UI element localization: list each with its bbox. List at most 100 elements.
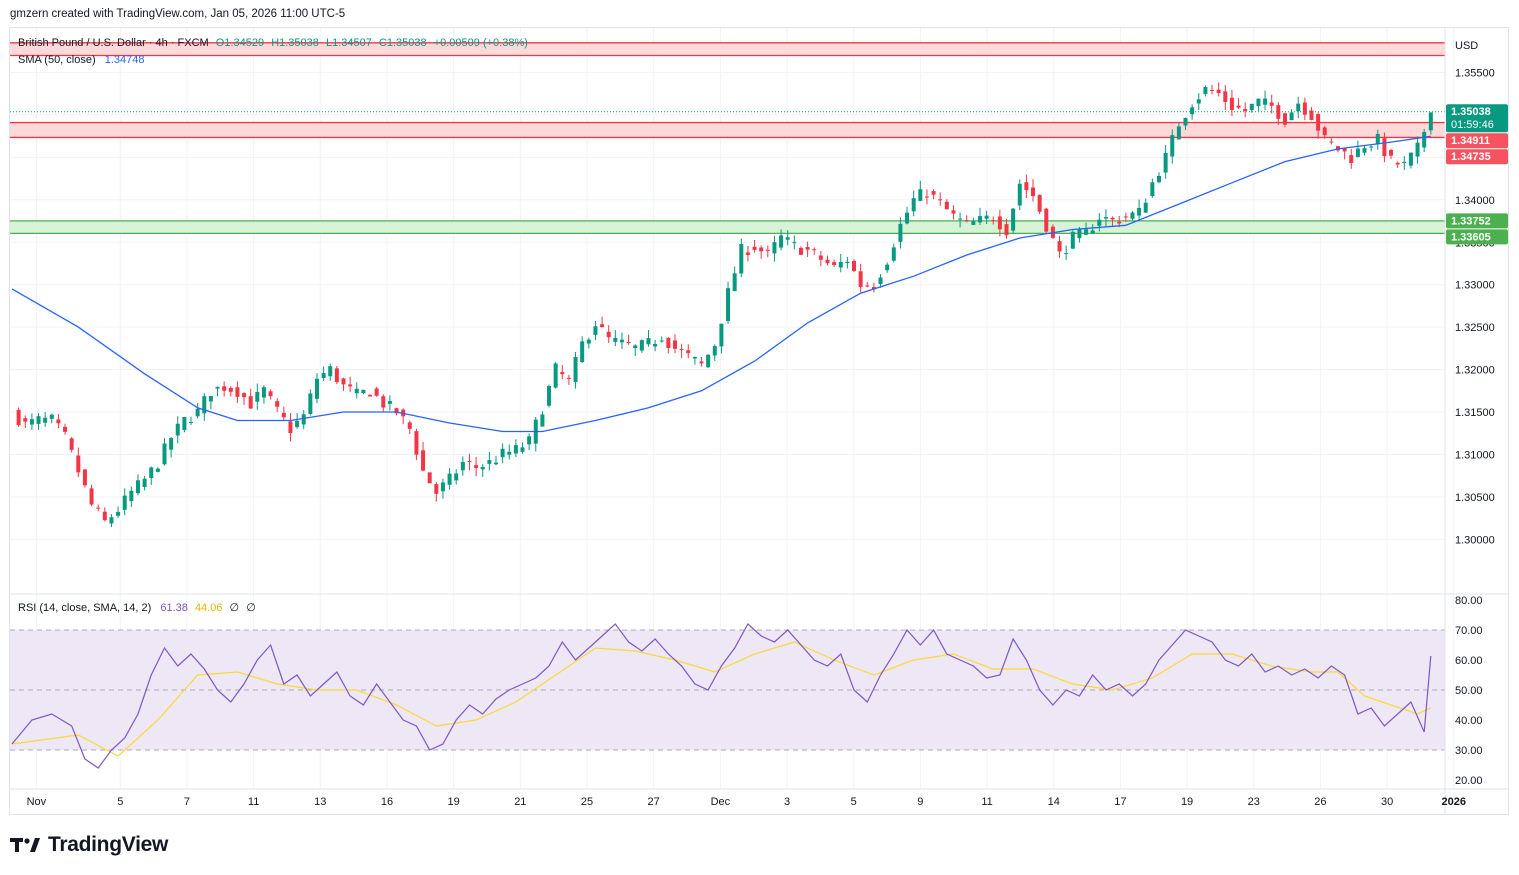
- sma-label: SMA (50, close): [18, 54, 96, 66]
- candle-body: [679, 348, 684, 350]
- candle-body: [1190, 107, 1195, 115]
- symbol-name: British Pound / U.S. Dollar · 4h · FXCM: [18, 37, 209, 49]
- price-zones: [10, 42, 1445, 234]
- candle-body: [540, 414, 545, 427]
- candle-body: [308, 393, 313, 414]
- candle-body: [619, 339, 624, 343]
- candle-body: [1362, 148, 1367, 153]
- candle-body: [885, 264, 890, 271]
- chart-frame[interactable]: 1.355001.350001.345001.340001.335001.330…: [9, 27, 1509, 815]
- price-badge-label: 1.34911: [1451, 135, 1490, 147]
- candle-body: [1117, 221, 1122, 224]
- price-tick-label: 1.31000: [1455, 449, 1495, 461]
- rsi-extra-2: ∅: [246, 602, 256, 614]
- time-tick-label: 7: [184, 796, 190, 808]
- candle-body: [116, 511, 121, 516]
- candle-body: [1355, 148, 1360, 157]
- candle-body: [281, 412, 286, 418]
- candle-body: [1329, 141, 1334, 143]
- candle-body: [215, 386, 220, 389]
- price-badge: [1446, 104, 1508, 133]
- candle-body: [228, 387, 233, 392]
- candle-body: [1236, 105, 1241, 108]
- candle-body: [242, 393, 247, 398]
- candle-body: [1382, 138, 1387, 157]
- candle-body: [613, 337, 618, 342]
- candle-body: [1229, 97, 1234, 110]
- time-tick-label: Dec: [711, 796, 731, 808]
- candle-body: [560, 372, 565, 375]
- candle-body: [692, 356, 697, 359]
- candle-body: [858, 271, 863, 287]
- time-tick-label: 11: [981, 796, 992, 808]
- time-tick-label: 19: [448, 796, 460, 808]
- candle-body: [1389, 150, 1394, 156]
- candle-body: [818, 255, 823, 260]
- candle-body: [1369, 146, 1374, 148]
- candle-body: [16, 409, 21, 426]
- candle-body: [1183, 117, 1188, 126]
- candle-body: [162, 443, 167, 465]
- candle-body: [805, 247, 810, 250]
- candle-body: [474, 465, 479, 469]
- tradingview-logo[interactable]: TradingView: [10, 833, 168, 857]
- candle-body: [951, 210, 956, 214]
- candle-body: [1415, 142, 1420, 157]
- chart-canvas[interactable]: 1.355001.350001.345001.340001.335001.330…: [10, 28, 1508, 814]
- candle-body: [547, 386, 552, 406]
- candle-body: [89, 488, 94, 505]
- candle-body: [626, 342, 631, 344]
- candle-body: [189, 422, 194, 424]
- support-zone: [10, 220, 1445, 234]
- candle-body: [255, 391, 260, 402]
- rsi-legend: RSI (14, close, SMA, 14, 2) 61.38 44.06 …: [18, 602, 256, 614]
- candle-body: [1249, 103, 1254, 111]
- rsi-layer: [10, 623, 1445, 769]
- candle-body: [460, 462, 465, 471]
- candle-body: [374, 388, 379, 396]
- candle-body: [639, 340, 644, 351]
- candle-body: [1037, 194, 1042, 212]
- rsi-sma-value: 44.06: [195, 602, 223, 614]
- candle-body: [706, 354, 711, 368]
- candle-body: [29, 419, 34, 425]
- price-tick-label: 1.32000: [1455, 365, 1495, 377]
- candle-body: [513, 445, 518, 454]
- candle-body: [328, 366, 333, 377]
- candle-body: [759, 247, 764, 252]
- candle-body: [699, 361, 704, 364]
- candle-body: [1289, 112, 1294, 121]
- candle-body: [779, 235, 784, 248]
- sma-value: 1.34748: [105, 54, 145, 66]
- candle-body: [202, 396, 207, 414]
- resistance-zone: [10, 122, 1445, 138]
- candle-body: [726, 288, 731, 321]
- candle-body: [454, 473, 459, 481]
- price-tick-label: 1.35500: [1455, 67, 1495, 79]
- candle-body: [739, 244, 744, 274]
- candle-body: [845, 261, 850, 263]
- currency-label: USD: [1455, 40, 1478, 52]
- candle-body: [898, 223, 903, 242]
- rsi-tick-label: 70.00: [1455, 625, 1483, 637]
- candle-body: [785, 237, 790, 240]
- candle-body: [268, 391, 273, 397]
- candle-body: [1210, 89, 1215, 91]
- candle-body: [447, 473, 452, 485]
- candle-body: [1223, 91, 1228, 103]
- candle-body: [1309, 110, 1314, 120]
- candle-body: [659, 340, 664, 342]
- candle-body: [1163, 152, 1168, 173]
- candle-body: [76, 455, 81, 473]
- time-tick-label: 26: [1314, 796, 1326, 808]
- candle-body: [977, 216, 982, 223]
- candle-body: [1103, 217, 1108, 219]
- price-tick-label: 1.30500: [1455, 492, 1495, 504]
- time-tick-label: 30: [1381, 796, 1393, 808]
- candle-body: [938, 199, 943, 201]
- candle-body: [984, 215, 989, 219]
- candle-body: [586, 339, 591, 344]
- candle-body: [23, 418, 28, 422]
- time-tick-label: 16: [381, 796, 393, 808]
